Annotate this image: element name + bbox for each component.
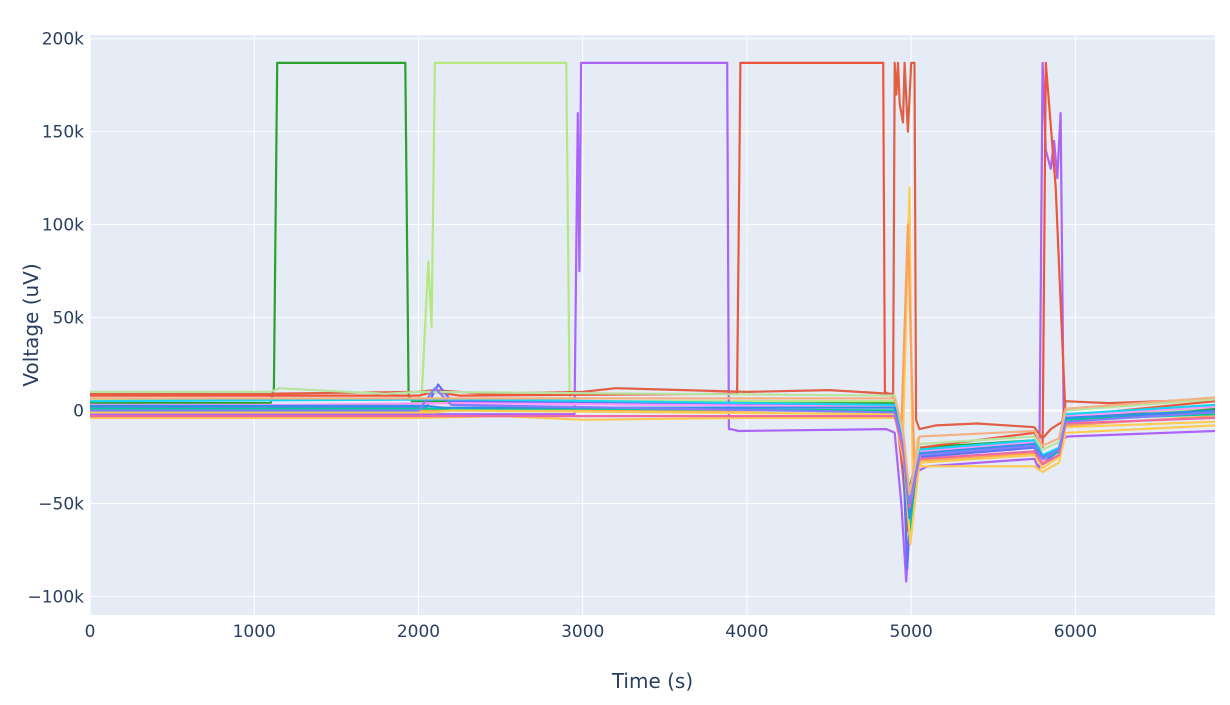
x-tick-label: 0 xyxy=(85,622,96,642)
x-tick-label: 1000 xyxy=(233,622,276,642)
series-line-17 xyxy=(90,396,1216,496)
x-tick-label: 3000 xyxy=(561,622,604,642)
y-axis-title: Voltage (uV) xyxy=(19,263,43,386)
series-line-16 xyxy=(90,387,1216,505)
y-tick-label: −50k xyxy=(38,494,84,514)
x-tick-label: 5000 xyxy=(890,622,933,642)
series-line-5 xyxy=(90,61,1216,440)
x-axis-title: Time (s) xyxy=(611,669,693,693)
y-tick-label: 100k xyxy=(42,216,84,236)
y-tick-label: 50k xyxy=(53,309,85,329)
y-tick-label: 0 xyxy=(73,402,84,422)
x-tick-label: 6000 xyxy=(1054,622,1097,642)
series-group xyxy=(89,61,1216,583)
y-tick-label: 200k xyxy=(42,30,84,50)
y-tick-label: −100k xyxy=(27,587,84,607)
tick-labels: 0 1000 2000 3000 4000 5000 6000 −100k −50k 0 50k 10… xyxy=(27,30,1097,642)
x-tick-label: 2000 xyxy=(397,622,440,642)
x-tick-label: 4000 xyxy=(725,622,768,642)
y-tick-label: 150k xyxy=(42,123,84,143)
